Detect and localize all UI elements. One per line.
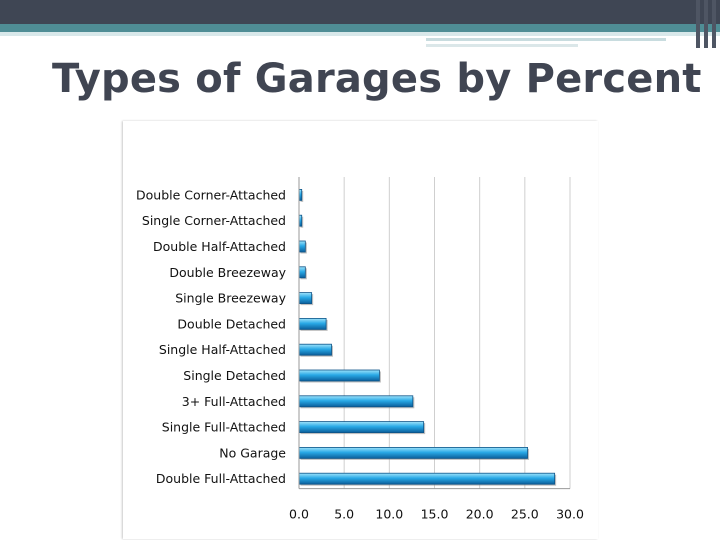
x-tick-label: 0.0 [289, 507, 309, 522]
x-tick-label: 10.0 [375, 507, 403, 522]
bar [298, 472, 556, 485]
x-tick-label: 30.0 [556, 507, 584, 522]
category-label: Double Corner-Attached [136, 187, 286, 202]
bar [298, 317, 327, 330]
garage-types-bar-chart: Double Corner-Attached Single Corner-Atta… [136, 177, 584, 522]
bar [298, 395, 414, 408]
bar [298, 369, 380, 382]
slide-accent-band [0, 24, 720, 32]
bar [298, 446, 528, 459]
slide-accent-band-light [0, 32, 720, 36]
category-label: Single Full-Attached [162, 420, 286, 435]
bar [298, 292, 313, 305]
category-label: Single Breezeway [175, 291, 286, 306]
category-label: 3+ Full-Attached [182, 394, 286, 409]
x-tick-label: 20.0 [466, 507, 494, 522]
x-tick-label: 5.0 [334, 507, 354, 522]
slide-decor-stripe [426, 38, 666, 41]
slide-top-bar [0, 0, 720, 24]
chart-gridlines [343, 177, 571, 489]
category-label: No Garage [219, 445, 286, 460]
category-label: Double Breezeway [169, 265, 286, 280]
category-label: Single Corner-Attached [142, 213, 286, 228]
chart-x-tick-labels: 0.0 5.0 10.0 15.0 20.0 25.0 30.0 [289, 507, 584, 522]
category-label: Single Detached [183, 368, 286, 383]
chart-category-labels: Double Corner-Attached Single Corner-Atta… [136, 187, 287, 486]
bar [298, 266, 306, 279]
category-label: Double Half-Attached [153, 239, 286, 254]
x-tick-label: 25.0 [511, 507, 539, 522]
bar [298, 421, 425, 434]
bar [298, 240, 306, 253]
slide-decor-stripe [426, 44, 578, 47]
slide-corner-decor [696, 0, 720, 48]
chart-axes [298, 177, 570, 490]
chart-bars [298, 189, 557, 486]
slide-title: Types of Garages by Percent [52, 56, 702, 102]
chart-frame: Double Corner-Attached Single Corner-Atta… [123, 121, 598, 539]
bar [298, 343, 332, 356]
x-tick-label: 15.0 [421, 507, 449, 522]
category-label: Double Detached [177, 316, 286, 331]
category-label: Single Half-Attached [159, 342, 286, 357]
category-label: Double Full-Attached [156, 471, 286, 486]
